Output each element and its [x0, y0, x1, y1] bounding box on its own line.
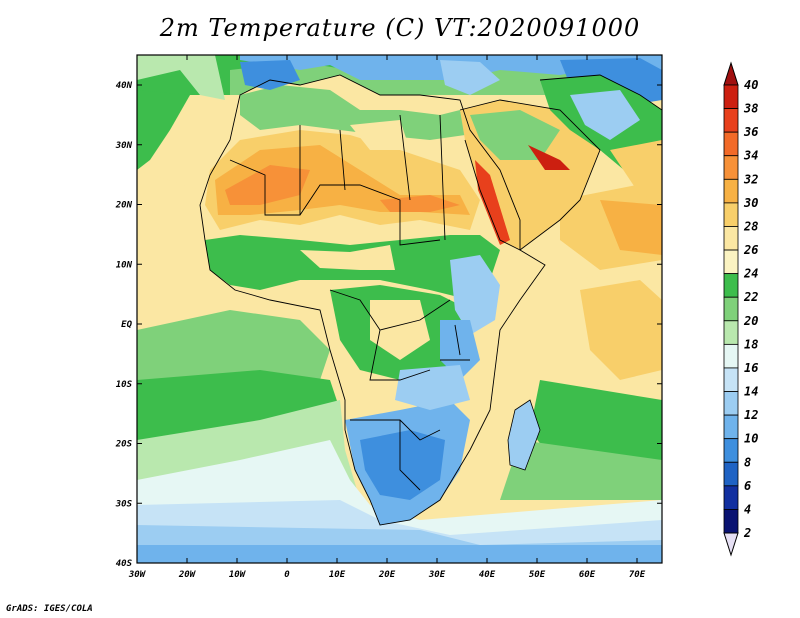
colorbar-box — [723, 367, 739, 392]
colorbar-label: 34 — [743, 149, 758, 163]
lon-label: 70E — [629, 570, 646, 580]
lon-label: 60E — [579, 570, 596, 580]
lat-label: 10N — [116, 260, 133, 270]
lon-label: 20E — [378, 570, 396, 580]
colorbar-box — [723, 509, 739, 534]
colorbar-box — [723, 84, 739, 109]
colorbar-bottom-arrow — [723, 532, 739, 557]
colorbar-box — [723, 273, 739, 298]
colorbar-box — [723, 249, 739, 275]
colorbar-label: 24 — [743, 267, 758, 281]
lat-label: 30N — [115, 141, 133, 151]
coastlines — [199, 74, 662, 526]
colorbar-box — [723, 461, 739, 487]
temperature-field — [137, 55, 662, 563]
colorbar-box — [723, 178, 739, 204]
lat-label: 10S — [116, 380, 133, 390]
colorbar-box — [723, 108, 739, 133]
colorbar-label: 10 — [744, 432, 758, 446]
colorbar-label: 36 — [743, 125, 758, 139]
grads-credit: GrADS: IGES/COLA — [6, 604, 93, 614]
lat-label: 40S — [116, 559, 133, 569]
lon-label: 30W — [128, 570, 147, 580]
lon-label: 10W — [229, 570, 247, 580]
colorbar-label: 20 — [743, 314, 758, 328]
colorbar-label: 22 — [743, 290, 758, 304]
colorbar-box — [723, 131, 739, 157]
colorbar-label: 28 — [743, 219, 758, 233]
colorbar-box — [723, 320, 739, 345]
lon-label: 30E — [428, 570, 446, 580]
colorbar-box — [723, 414, 739, 440]
lon-label: 50E — [529, 570, 546, 580]
colorbar-label: 6 — [744, 479, 751, 493]
colorbar-label: 38 — [743, 102, 758, 116]
axis-ticks — [136, 55, 662, 564]
colorbar-box — [723, 155, 739, 180]
colorbar-label: 12 — [744, 408, 758, 422]
lon-label: 40E — [479, 570, 496, 580]
colorbar-label: 14 — [744, 385, 758, 399]
colorbar-label: 32 — [743, 172, 758, 186]
lon-label: 0 — [284, 570, 290, 580]
map-frame — [136, 54, 663, 564]
colorbar-label: 16 — [744, 361, 758, 375]
lon-label: 20W — [178, 570, 197, 580]
colorbar-label: 18 — [744, 337, 758, 351]
colorbar-box — [723, 226, 739, 251]
colorbar-box — [723, 202, 739, 227]
colorbar-label: 40 — [744, 78, 758, 92]
colorbar-label: 8 — [744, 455, 751, 469]
colorbar-label: 4 — [744, 502, 751, 516]
colorbar-box — [723, 296, 739, 322]
colorbar-top-arrow — [723, 61, 739, 86]
colorbar-box — [723, 343, 739, 369]
lat-label: 30S — [115, 499, 133, 509]
colorbar-label: 26 — [743, 243, 758, 257]
colorbar-box — [723, 485, 739, 510]
lat-label: EQ — [121, 320, 132, 330]
lat-label: 20N — [115, 201, 133, 211]
lat-label: 20S — [115, 440, 133, 450]
map-title: 2m Temperature (C) VT:2020091000 — [159, 14, 641, 42]
lat-label: 40N — [116, 81, 133, 91]
colorbar-box — [723, 391, 739, 416]
colorbar-box — [723, 438, 739, 463]
lon-label: 10E — [329, 570, 346, 580]
colorbar-label: 2 — [743, 526, 751, 540]
colorbar-label: 30 — [743, 196, 758, 210]
colorbar: 40 38 36 34 32 30 28 26 24 22 20 18 16 14 12 10 8 6 4 2 — [723, 61, 758, 557]
